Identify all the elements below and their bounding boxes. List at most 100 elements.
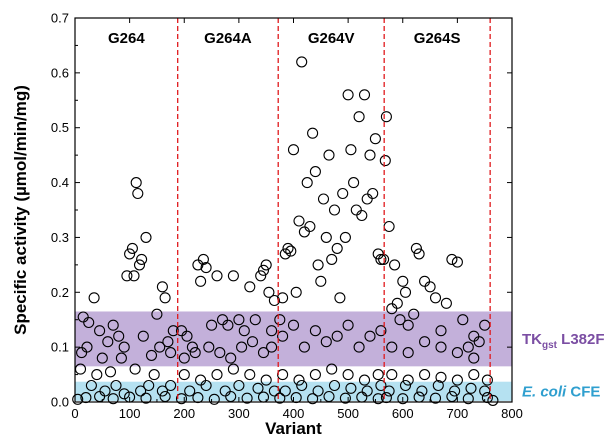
data-point xyxy=(315,275,327,287)
data-point xyxy=(339,392,351,404)
data-point xyxy=(309,369,321,381)
data-point xyxy=(317,193,330,205)
data-point xyxy=(88,292,100,304)
group-label: G264V xyxy=(308,30,355,47)
data-point xyxy=(184,385,196,397)
data-point xyxy=(260,259,272,271)
data-point xyxy=(424,281,436,293)
y-axis: 0.0 0.1 0.2 0.3 0.4 0.5 0.6 0.7 xyxy=(51,11,512,410)
data-point xyxy=(465,382,477,394)
data-point xyxy=(345,382,357,394)
group-label: G264S xyxy=(414,30,461,47)
data-point xyxy=(266,341,278,353)
data-point xyxy=(206,319,218,331)
data-point xyxy=(263,286,275,298)
data-point xyxy=(175,393,188,405)
data-point xyxy=(293,374,305,386)
data-point xyxy=(268,385,280,397)
x-tick-label: 700 xyxy=(447,406,469,421)
x-tick-label: 400 xyxy=(283,406,305,421)
y-tick-label: 0.0 xyxy=(51,395,69,410)
data-point xyxy=(165,347,177,359)
data-point xyxy=(358,89,371,101)
data-point xyxy=(211,369,223,381)
data-point xyxy=(115,352,127,364)
data-point xyxy=(429,292,442,304)
data-point xyxy=(246,336,259,348)
data-point xyxy=(81,341,93,353)
data-point xyxy=(255,270,267,282)
data-point xyxy=(154,341,166,353)
data-point xyxy=(130,177,142,189)
data-point xyxy=(320,231,332,243)
data-point xyxy=(301,177,313,189)
data-point xyxy=(277,330,289,342)
data-points xyxy=(72,56,499,406)
data-point xyxy=(285,245,297,257)
data-point xyxy=(391,297,403,309)
data-point xyxy=(413,248,425,260)
band-label-sub: gst xyxy=(542,340,558,351)
data-point xyxy=(227,363,239,375)
data-point xyxy=(328,204,341,216)
data-point xyxy=(195,275,207,287)
data-point xyxy=(156,385,168,397)
data-point xyxy=(296,379,308,392)
data-point xyxy=(241,392,253,404)
data-point xyxy=(236,341,248,353)
data-point xyxy=(380,111,392,123)
data-point xyxy=(331,242,343,254)
data-point xyxy=(416,385,428,397)
data-point xyxy=(435,341,447,353)
group-label: G264 xyxy=(108,30,145,47)
data-point xyxy=(468,352,480,364)
data-point xyxy=(369,133,381,145)
data-point xyxy=(386,369,398,381)
data-point xyxy=(309,325,321,337)
y-tick-label: 0.6 xyxy=(51,65,69,80)
data-point xyxy=(451,374,463,386)
data-point xyxy=(145,349,158,361)
data-point xyxy=(312,385,324,397)
data-point xyxy=(399,286,412,298)
data-point xyxy=(277,369,289,381)
data-point xyxy=(326,253,338,265)
data-point xyxy=(342,89,354,101)
data-point xyxy=(222,319,234,331)
y-tick-label: 0.1 xyxy=(51,340,69,355)
data-point xyxy=(249,314,261,326)
data-point xyxy=(137,330,149,342)
data-point xyxy=(372,393,384,405)
data-point xyxy=(328,379,341,392)
data-point xyxy=(342,319,354,331)
data-point xyxy=(364,330,376,342)
band-label-rest: L382F xyxy=(557,331,605,348)
data-point xyxy=(419,275,431,287)
data-point xyxy=(118,341,130,353)
x-axis-title: Variant xyxy=(265,419,322,435)
data-point xyxy=(274,314,286,326)
data-point xyxy=(408,308,420,320)
data-point xyxy=(375,379,387,392)
data-point xyxy=(429,392,442,404)
data-point xyxy=(348,177,360,189)
data-point xyxy=(402,319,414,331)
data-point xyxy=(121,270,133,282)
data-point xyxy=(282,242,294,254)
data-point xyxy=(326,363,338,375)
data-point xyxy=(200,262,212,274)
band-label-main: TK xyxy=(522,331,542,348)
data-point xyxy=(389,259,401,271)
data-point xyxy=(118,388,130,400)
data-point xyxy=(96,352,108,364)
x-axis: 0 100 200 300 400 500 600 700 800 xyxy=(71,18,523,421)
data-point xyxy=(307,393,319,405)
data-point xyxy=(156,281,168,293)
data-point xyxy=(468,369,480,381)
data-point xyxy=(367,187,379,200)
data-point xyxy=(104,366,117,378)
data-point xyxy=(372,248,384,260)
data-point xyxy=(197,253,209,265)
data-point xyxy=(129,363,141,375)
